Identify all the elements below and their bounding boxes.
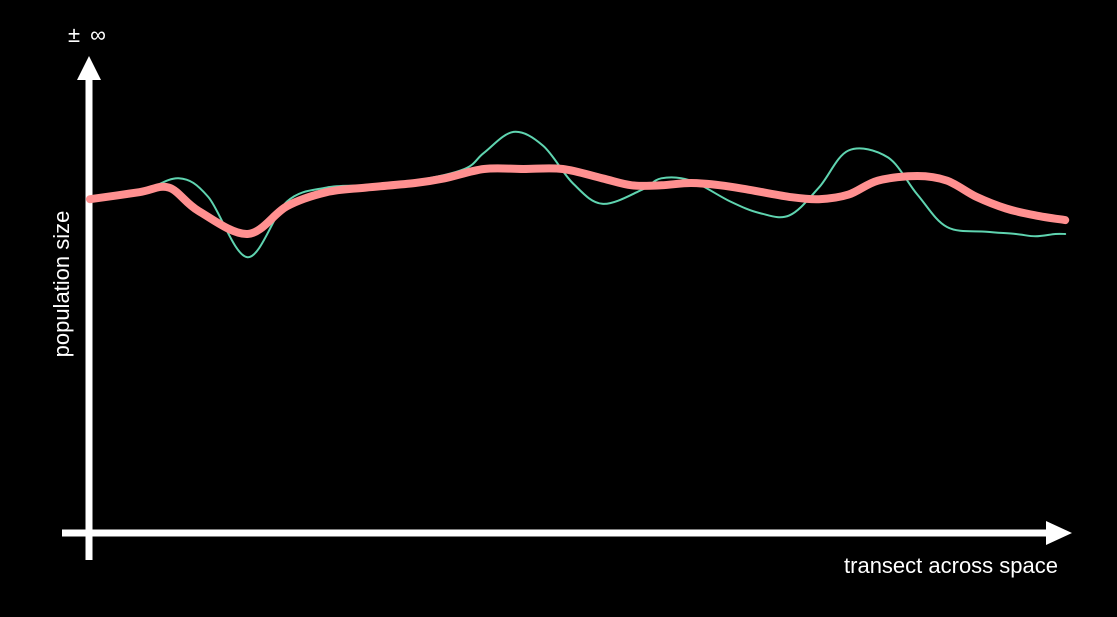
x-axis-title: transect across space bbox=[844, 553, 1058, 578]
x-axis-arrowhead bbox=[1046, 521, 1072, 545]
series-line-1 bbox=[89, 130, 1067, 259]
series-line-2 bbox=[86, 164, 1070, 238]
axes bbox=[62, 56, 1072, 560]
y-axis-arrowhead bbox=[77, 56, 101, 80]
series-layer bbox=[86, 130, 1070, 259]
y-axis-top-label: ± ∞ bbox=[68, 22, 108, 47]
y-axis-title: population size bbox=[49, 210, 74, 358]
